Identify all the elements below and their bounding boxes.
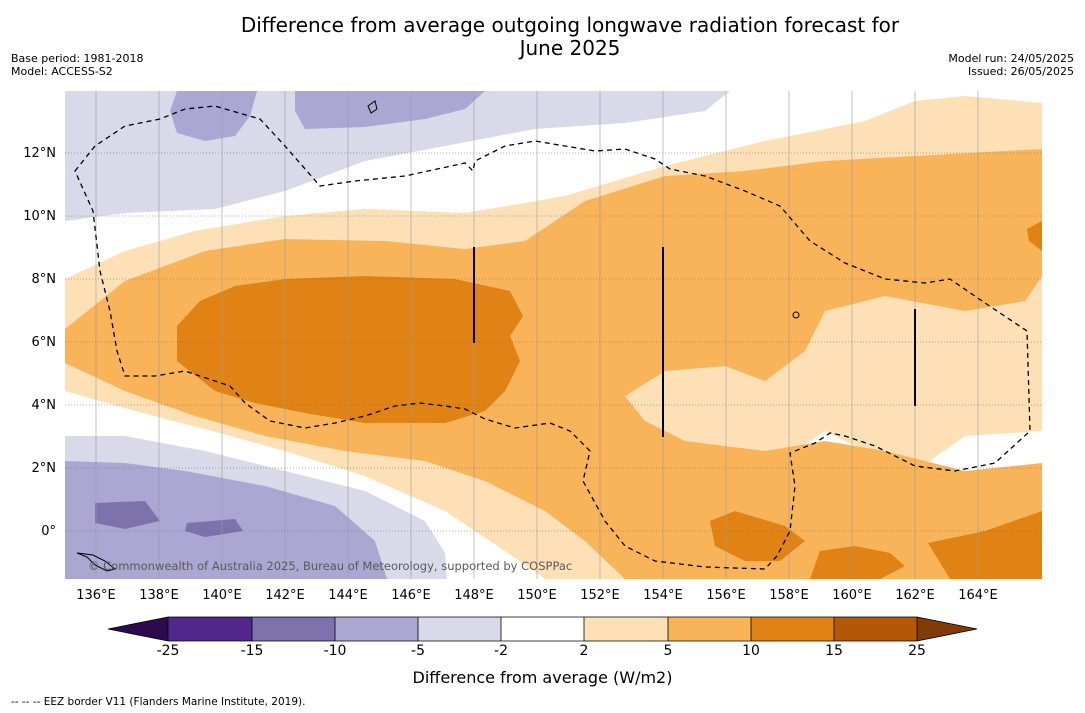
region-minus-10-south [95,501,160,529]
model-run: Model run: 24/05/2025 [948,52,1074,65]
colorbar-bin-6 [584,617,668,641]
region-plus-10-southeast-c [928,511,1042,579]
lat-label-12N: 12°N [23,146,56,161]
lat-label-8N: 8°N [31,272,57,287]
lon-label-164E: 164°E [958,588,998,603]
eez-borders [74,105,1031,570]
map-copyright: © Commonwealth of Australia 2025, Bureau… [88,559,573,573]
colorbar-bin-4 [418,617,501,641]
colorbar-tick-minus2: -2 [494,643,508,659]
islands [76,100,800,572]
region-plus-5 [65,149,1042,579]
title-line-1: Difference from average outgoing longwav… [240,13,900,37]
colorbar-extend-high [917,617,977,641]
lon-label-152E: 152°E [580,588,620,603]
lon-label-148E: 148°E [454,588,494,603]
colorbar [107,616,978,642]
marker-bars [473,247,916,437]
lon-label-144E: 144°E [328,588,368,603]
lon-label-156E: 156°E [706,588,746,603]
lat-label-0: 0° [41,524,56,539]
region-minus-5-north-b [295,91,485,129]
eez-footnote: -- -- -- EEZ border V11 (Flanders Marine… [11,696,306,708]
lon-label-146E: 146°E [391,588,431,603]
colorbar-tick-minus10: -10 [323,643,347,659]
colorbar-tick-15: 15 [825,643,843,659]
lon-label-142E: 142°E [265,588,305,603]
colorbar-bin-1 [168,617,252,641]
colorbar-bin-8 [751,617,834,641]
chart-title: Difference from average outgoing longwav… [0,14,1085,60]
lat-label-10N: 10°N [23,209,56,224]
colorbar-bin-7 [668,617,751,641]
colorbar-tick-minus5: -5 [411,643,425,659]
colorbar-tick-5: 5 [663,643,673,659]
graticule [65,152,1042,532]
region-minus-5-north-a [170,91,257,141]
region-plus-10-southeast-b [810,546,905,579]
colorbar-dividers [107,616,978,642]
colorbar-tick-2: 2 [579,643,589,659]
title-line-2: June 2025 [519,36,621,60]
lon-label-154E: 154°E [643,588,683,603]
lon-label-140E: 140°E [202,588,242,603]
lon-label-138E: 138°E [139,588,179,603]
region-plus-10-east [1027,221,1042,251]
colorbar-tick-25: 25 [908,643,926,659]
meta-left: Base period: 1981-2018 Model: ACCESS-S2 [11,52,143,78]
colorbar-bin-5 [501,617,584,641]
colorbar-bin-2 [252,617,335,641]
base-period: Base period: 1981-2018 [11,52,144,65]
colorbar-extend-low [108,617,168,641]
model-name: Model: ACCESS-S2 [11,65,113,78]
lon-label-158E: 158°E [769,588,809,603]
lat-label-4N: 4°N [31,398,57,413]
issued-date: Issued: 26/05/2025 [967,65,1074,78]
region-plus-10-central [177,276,523,423]
colorbar-tick-10: 10 [742,643,760,659]
lat-label-6N: 6°N [31,335,57,350]
meta-right: Model run: 24/05/2025 Issued: 26/05/2025 [948,52,1074,78]
lon-label-162E: 162°E [895,588,935,603]
region-minus-10-south-b [185,519,243,537]
colorbar-bin-9 [834,617,917,641]
colorbar-tick-minus15: -15 [240,643,264,659]
lon-label-136E: 136°E [76,588,116,603]
olr-anomaly-map [65,91,1042,579]
lon-label-160E: 160°E [832,588,872,603]
colorbar-tick-minus25: -25 [156,643,180,659]
lon-label-150E: 150°E [517,588,557,603]
colorbar-label: Difference from average (W/m2) [412,668,673,687]
colorbar-bin-3 [335,617,418,641]
lat-label-2N: 2°N [31,461,57,476]
